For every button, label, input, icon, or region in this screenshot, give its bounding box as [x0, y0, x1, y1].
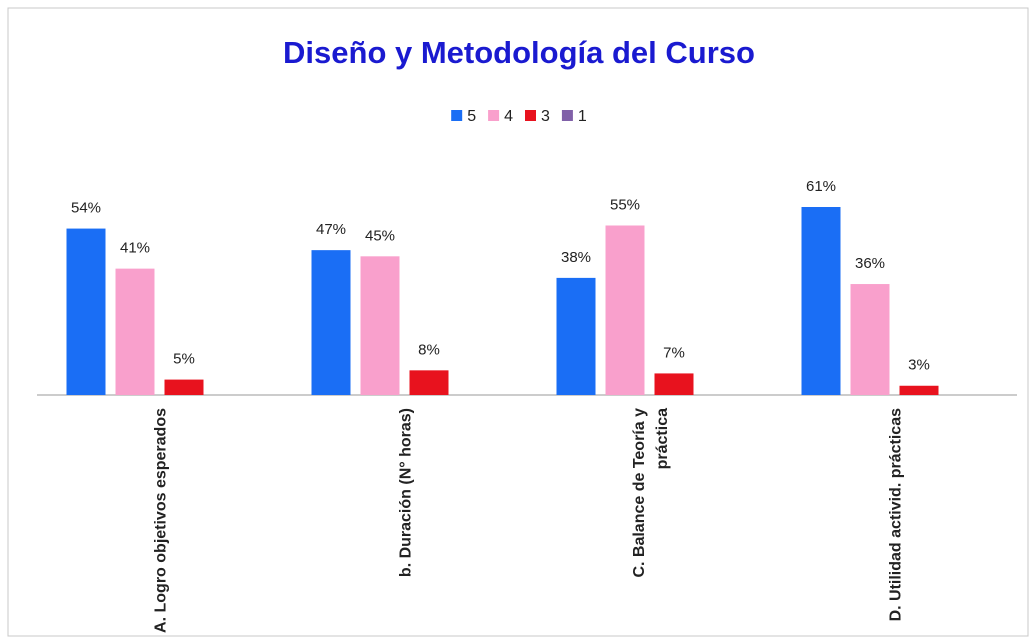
legend-label: 5 [467, 108, 476, 125]
data-label: 38% [561, 249, 591, 266]
data-label: 47% [316, 221, 346, 238]
bar [899, 385, 939, 395]
legend-swatch [561, 110, 573, 121]
x-tick-label: b. Duración (N° horas) [398, 408, 415, 577]
data-label: 41% [120, 240, 150, 257]
data-label: 5% [173, 351, 195, 368]
data-label: 8% [418, 341, 440, 358]
bar [605, 225, 645, 395]
legend-label: 3 [541, 108, 550, 125]
x-tick-label-line: D. Utilidad activid. prácticas [888, 408, 905, 622]
bar [556, 277, 596, 395]
x-tick-label-line: C. Balance de Teoría y [631, 408, 648, 578]
bar [164, 379, 204, 395]
x-tick-label-line: A. Logro objetivos esperados [153, 408, 170, 633]
bar [311, 250, 351, 395]
data-label: 45% [365, 227, 395, 244]
bar [654, 373, 694, 395]
legend-swatch [451, 110, 463, 121]
bar [850, 284, 890, 395]
x-tick-label-line: práctica [654, 408, 671, 469]
x-tick-label: C. Balance de Teoría y práctica [631, 408, 671, 578]
bar [360, 256, 400, 395]
x-tick-label: D. Utilidad activid. prácticas [888, 408, 905, 622]
data-label: 36% [855, 255, 885, 272]
data-label: 7% [663, 344, 685, 361]
legend-label: 1 [578, 108, 587, 125]
legend-swatch [488, 110, 500, 121]
x-tick-label-line: b. Duración (N° horas) [398, 408, 415, 577]
x-tick-label: A. Logro objetivos esperados [153, 408, 170, 633]
legend-label: 4 [504, 108, 513, 125]
data-label: 55% [610, 196, 640, 213]
data-label: 54% [71, 200, 101, 217]
data-label: 61% [806, 178, 836, 195]
data-label: 3% [908, 357, 930, 374]
bar [115, 268, 155, 395]
bar [409, 370, 449, 395]
chart-title: Diseño y Metodología del Curso [283, 35, 755, 70]
bar [66, 228, 106, 395]
bar [801, 207, 841, 395]
legend-swatch [525, 110, 536, 121]
